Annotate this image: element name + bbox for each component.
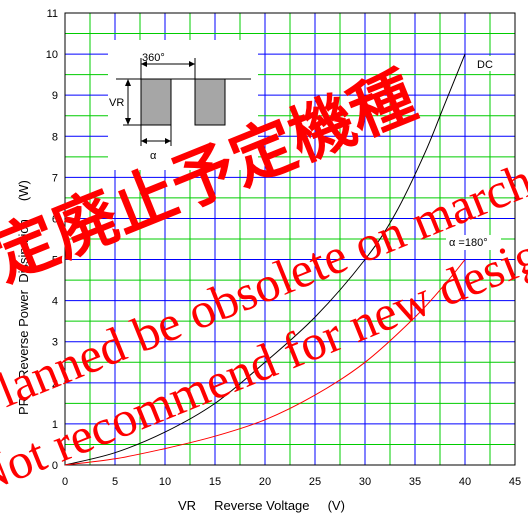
y-tick-label: 5 (52, 255, 58, 267)
data-series (64, 53, 466, 466)
series-label-alpha-180: α =180° (449, 237, 488, 249)
inset-alpha-arrowhead-right (165, 138, 171, 144)
y-tick-label: 0 (52, 460, 58, 472)
inset-vr-arrowhead-top (125, 79, 131, 86)
y-tick-label: 7 (52, 172, 58, 184)
series-line-alpha-180 (64, 259, 466, 466)
series-label-dc: DC (477, 59, 493, 71)
y-tick-label: 6 (52, 213, 58, 225)
series-labels: DC α =180° (446, 56, 501, 250)
x-tick-label: 30 (359, 476, 371, 488)
y-axis-label: PR Reverse Power Dissipation (W) (16, 180, 31, 415)
inset-pulse-1 (140, 78, 172, 126)
alpha-label-bg (446, 235, 501, 250)
x-tick-label: 35 (409, 476, 421, 488)
x-axis-label: VR Reverse Voltage (V) (178, 498, 345, 513)
plot-frame (64, 12, 516, 466)
inset-angle-label: 360° (142, 52, 165, 64)
y-tick-label: 3 (52, 337, 58, 349)
x-tick-label: 10 (159, 476, 171, 488)
inset-period-arrowhead-left (141, 61, 147, 67)
x-tick-label: 0 (62, 476, 68, 488)
y-tick-label: 11 (47, 8, 58, 20)
inset-alpha-label: α (150, 150, 157, 162)
dc-label-bg (474, 56, 499, 71)
inset-pulse-2 (194, 78, 226, 126)
x-tick-label: 40 (459, 476, 471, 488)
x-tick-label: 25 (309, 476, 321, 488)
series-line-dc (64, 53, 466, 466)
y-tick-label: 1 (52, 419, 58, 431)
x-tick-label: 5 (112, 476, 118, 488)
x-tick-label: 15 (209, 476, 221, 488)
y-tick-label: 9 (52, 90, 58, 102)
inset-vr-label: VR (109, 97, 124, 109)
y-tick-label: 8 (52, 131, 58, 143)
x-tick-label: 20 (259, 476, 271, 488)
inset-background (108, 40, 258, 170)
inset-period-arrowhead-right (189, 61, 195, 67)
inset-vr-arrowhead-bottom (125, 118, 131, 125)
y-tick-label: 2 (52, 378, 58, 390)
obsolete-watermark: 予定廃止予定機種 Planned be obsolete on march. N… (0, 59, 528, 505)
x-tick-label: 45 (509, 476, 521, 488)
inset-alpha-arrowhead-left (141, 138, 147, 144)
waveform-inset: 360° VR α (108, 40, 258, 170)
y-tick-label: 10 (46, 49, 58, 61)
y-tick-label: 4 (52, 296, 58, 308)
